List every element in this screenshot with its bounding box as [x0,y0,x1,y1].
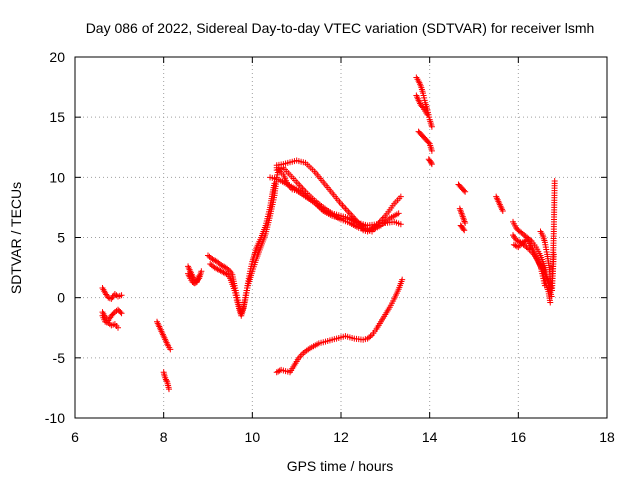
data-point [117,309,124,316]
data-point [167,346,174,353]
series-seg26 [537,177,558,289]
y-tick-label: -10 [45,410,65,426]
y-tick-label: 15 [49,109,65,125]
data-point [395,210,402,217]
x-tick-label: 6 [71,429,79,445]
data-point [397,221,404,228]
data-point [397,193,404,200]
series-seg3 [99,312,122,331]
data-point [461,227,468,234]
series-seg14 [273,276,406,376]
data-point [524,245,531,252]
data-point [428,159,435,166]
x-tick-label: 10 [245,429,261,445]
y-tick-label: 0 [57,290,65,306]
series-seg13 [273,164,376,235]
y-tick-label: 5 [57,230,65,246]
data-point [118,310,125,317]
data-point [399,276,406,283]
series-seg21 [457,222,468,234]
x-tick-label: 8 [160,429,168,445]
data-point [428,161,435,168]
data-point [547,299,554,306]
x-tick-label: 12 [333,429,349,445]
data-points [99,74,558,393]
data-point [513,243,520,250]
series-seg20 [456,205,469,227]
y-axis-label: SDTVAR / TECUs [8,182,24,294]
series-seg8 [205,180,278,317]
data-point [428,123,435,130]
x-tick-label: 14 [422,429,438,445]
series-seg7 [185,270,203,287]
series-seg4 [154,318,174,353]
data-point [418,103,425,110]
axis-ticks: 6 8 10 12 14 16 18 -10 -5 0 5 10 15 20 [45,49,615,445]
series-seg18 [425,156,435,168]
data-point [461,187,468,194]
data-point [223,271,230,278]
series-seg22 [493,193,506,215]
series-seg16 [413,92,431,118]
data-point [425,139,432,146]
data-point [462,188,469,195]
x-tick-label: 18 [599,429,615,445]
data-point [198,268,205,275]
series-seg27 [539,251,557,294]
data-point [367,333,374,340]
series-seg9 [207,164,282,319]
data-point [462,220,469,227]
series-seg5 [160,369,172,393]
data-point [118,292,125,299]
data-point [196,273,203,280]
x-axis-label: GPS time / hours [287,458,394,474]
data-point [369,228,376,235]
data-point [225,266,232,273]
data-point [165,386,172,393]
series-seg17 [415,128,435,154]
data-point [424,111,431,118]
data-point [551,177,558,184]
series-seg1 [99,285,125,302]
y-tick-label: 20 [49,49,65,65]
data-point [550,251,557,258]
data-point [163,377,170,384]
chart-title: Day 086 of 2022, Sidereal Day-to-day VTE… [86,20,595,36]
data-point [499,208,506,215]
x-tick-label: 16 [511,429,527,445]
y-tick-label: 10 [49,169,65,185]
y-tick-label: -5 [53,350,66,366]
data-point [428,147,435,154]
data-point [541,282,548,289]
series-seg19 [455,181,469,195]
data-point [460,226,467,233]
data-point [115,324,122,331]
data-point [522,237,529,244]
